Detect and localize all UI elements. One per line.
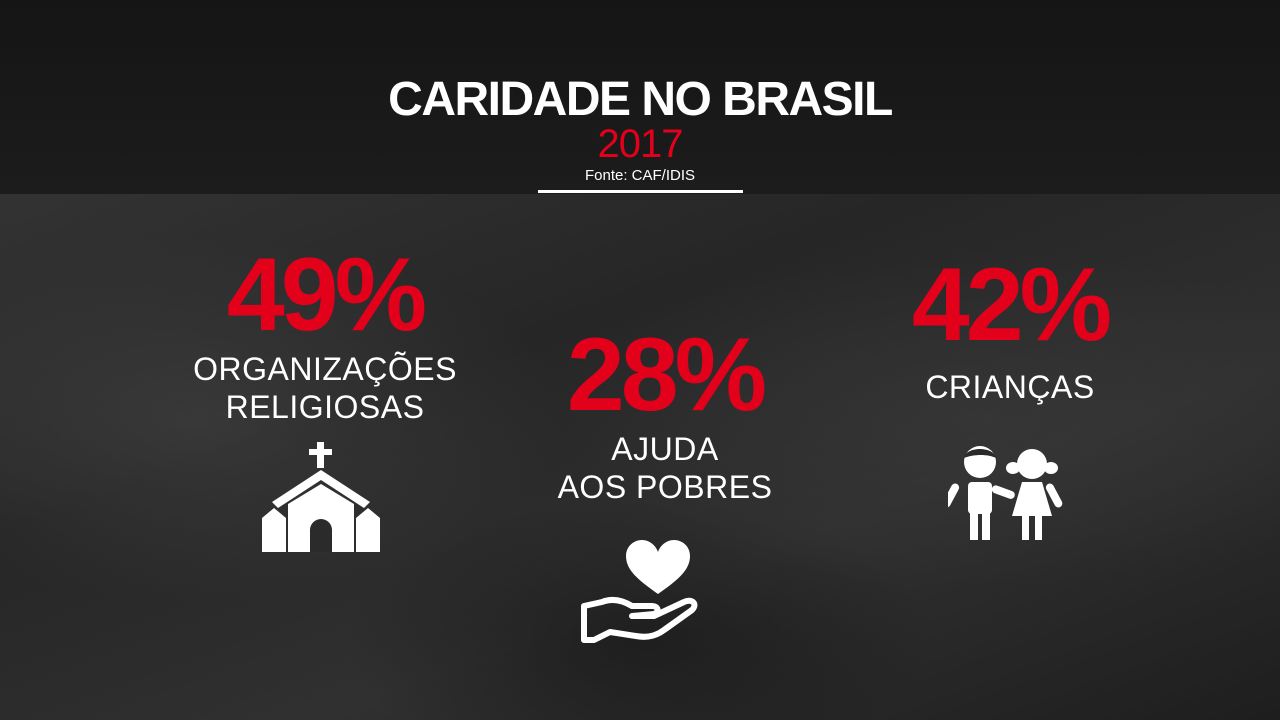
- stat-help-the-poor: 28% AJUDA AOS POBRES: [525, 320, 805, 506]
- stat-label-line1: AJUDA: [611, 431, 719, 467]
- header-band: [0, 0, 1280, 194]
- heart-in-hand-icon: [580, 536, 702, 644]
- stat-value: 42%: [911, 247, 1112, 363]
- children-icon: [942, 440, 1070, 544]
- page-title: CARIDADE NO BRASIL: [388, 73, 893, 126]
- source-underline: [538, 190, 743, 193]
- year-label: 2017: [597, 122, 684, 166]
- stat-label-line1: CRIANÇAS: [925, 369, 1095, 405]
- stat-value: 28%: [566, 317, 767, 433]
- stat-value: 49%: [226, 237, 427, 353]
- stat-label-line2: AOS POBRES: [557, 469, 773, 505]
- church-icon: [258, 440, 384, 554]
- stat-religious-organizations: 49% ORGANIZAÇÕES RELIGIOSAS: [180, 240, 470, 426]
- stat-children: 42% CRIANÇAS: [880, 250, 1140, 406]
- stat-label-line1: ORGANIZAÇÕES: [193, 351, 457, 387]
- source-label: Fonte: CAF/IDIS: [584, 167, 696, 184]
- stat-label-line2: RELIGIOSAS: [225, 389, 425, 425]
